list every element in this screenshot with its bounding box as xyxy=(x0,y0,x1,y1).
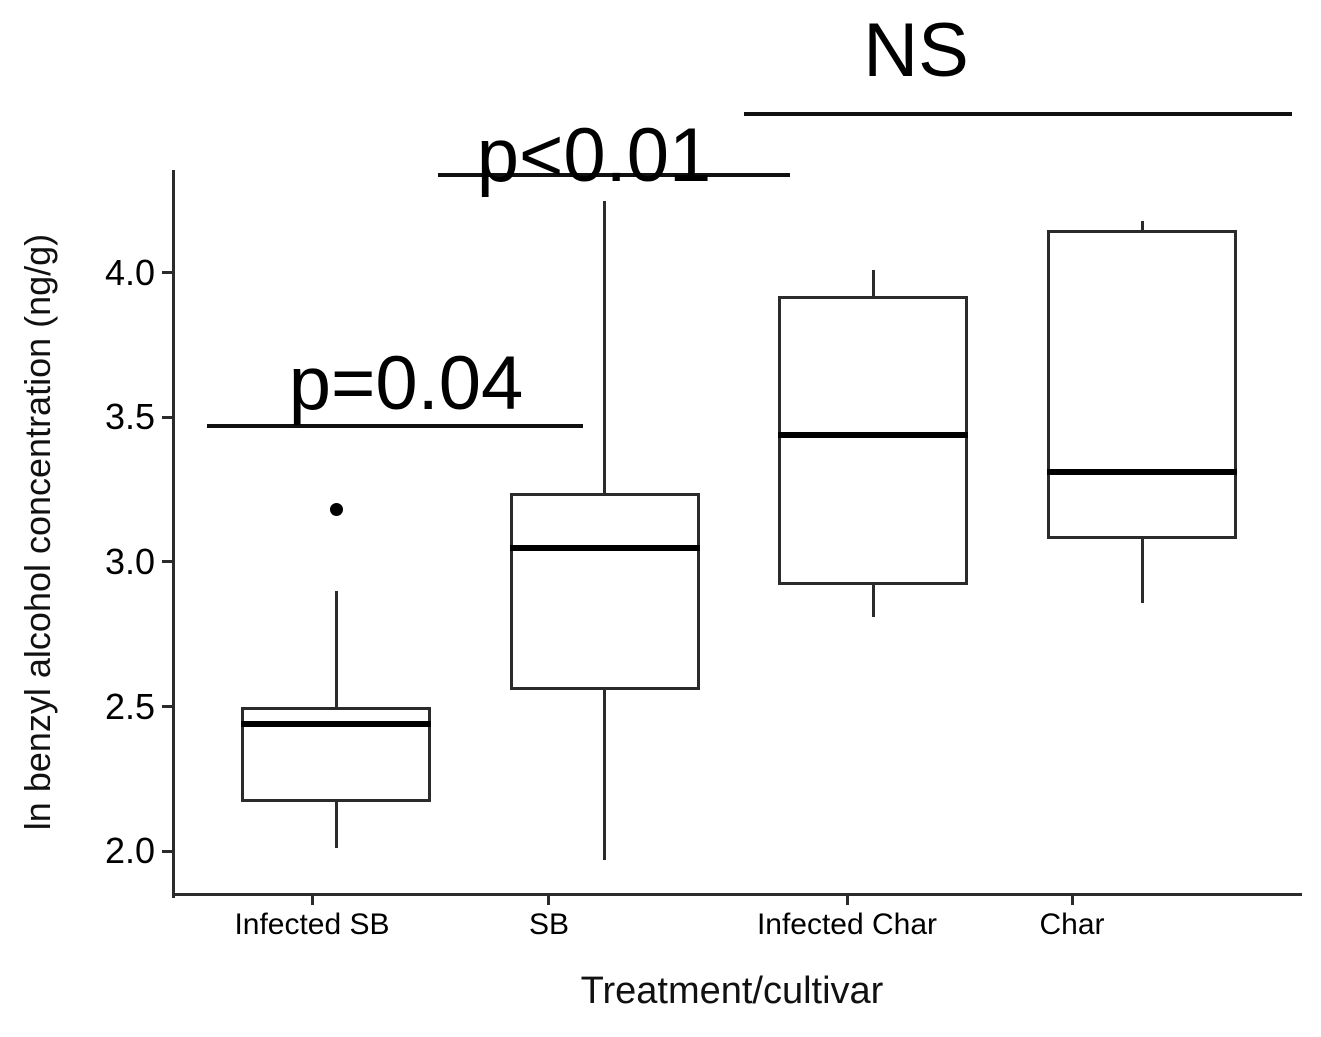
x-tick xyxy=(1071,896,1074,905)
x-tick-label: Infected SB xyxy=(234,908,390,941)
box-upper-whisker xyxy=(872,270,875,296)
y-tick xyxy=(162,271,172,274)
y-axis-line xyxy=(172,170,175,898)
y-tick xyxy=(162,850,172,853)
significance-label: p<0.01 xyxy=(476,113,712,198)
significance-label: NS xyxy=(863,8,969,93)
box-median-line xyxy=(778,432,968,438)
x-tick xyxy=(846,896,849,905)
box-upper-whisker xyxy=(1141,221,1144,230)
x-tick xyxy=(311,896,314,905)
y-tick-label: 2.5 xyxy=(104,686,155,727)
y-tick-label: 3.0 xyxy=(104,541,155,582)
box-rect xyxy=(778,296,968,585)
box-lower-whisker xyxy=(335,802,338,848)
significance-line xyxy=(744,112,1292,116)
x-axis-title: Treatment/cultivar xyxy=(580,970,884,1012)
y-tick-label: 3.5 xyxy=(104,396,155,437)
x-tick-label: Infected Char xyxy=(756,908,938,941)
x-tick-label: Char xyxy=(1039,908,1105,941)
y-tick-label: 2.0 xyxy=(104,830,155,871)
y-tick xyxy=(162,705,172,708)
box-lower-whisker xyxy=(1141,539,1144,603)
significance-line xyxy=(207,424,583,428)
y-tick-label: 4.0 xyxy=(104,252,155,293)
box-lower-whisker xyxy=(603,689,606,860)
x-tick-label: SB xyxy=(528,908,570,941)
y-tick xyxy=(162,416,172,419)
box-rect xyxy=(1047,230,1237,539)
box-median-line xyxy=(241,721,431,727)
x-axis-line xyxy=(172,893,1302,896)
outlier-dot xyxy=(330,503,343,516)
box-rect xyxy=(510,493,700,690)
box-upper-whisker xyxy=(335,591,338,707)
box-median-line xyxy=(1047,469,1237,475)
significance-line xyxy=(438,173,790,177)
y-tick xyxy=(162,560,172,563)
box-upper-whisker xyxy=(603,201,606,493)
significance-label: p=0.04 xyxy=(288,341,524,426)
x-tick xyxy=(547,896,550,905)
box-lower-whisker xyxy=(872,585,875,617)
box-median-line xyxy=(510,545,700,551)
